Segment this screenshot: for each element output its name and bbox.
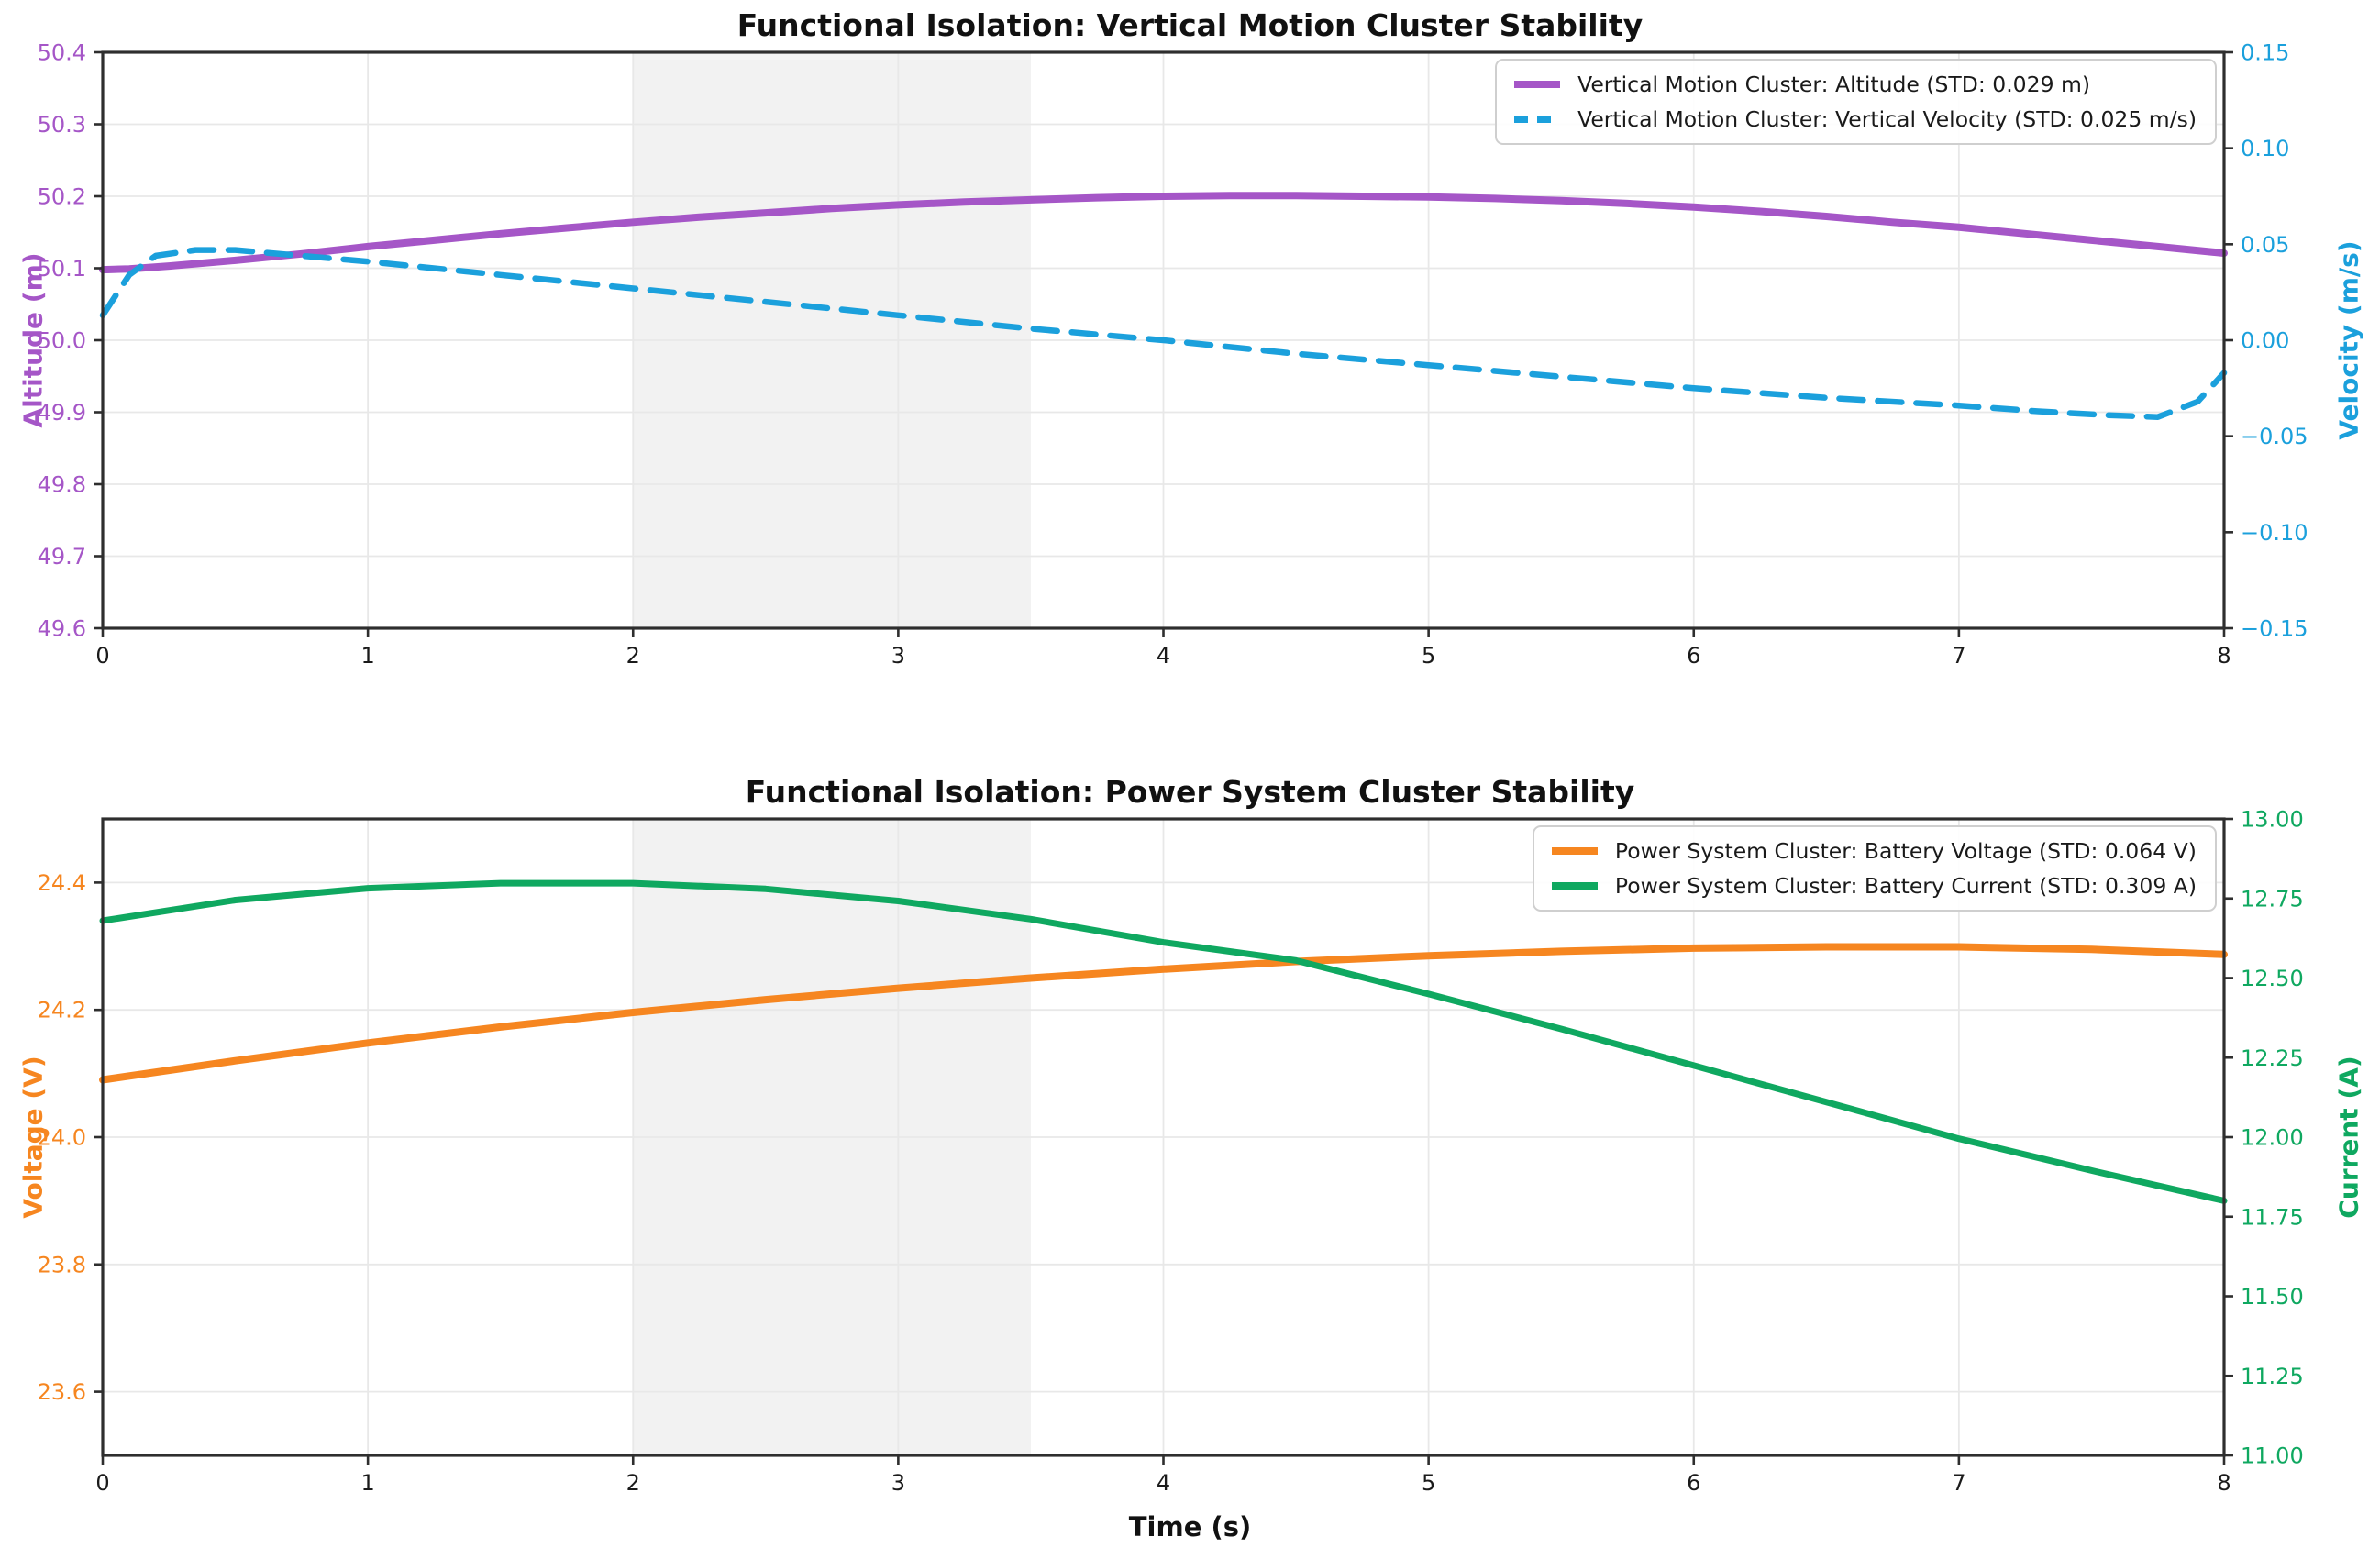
svg-text:0: 0 xyxy=(95,1470,109,1496)
svg-text:13.00: 13.00 xyxy=(2241,807,2304,833)
legend-label: Power System Cluster: Battery Current (S… xyxy=(1614,873,2197,899)
svg-text:23.8: 23.8 xyxy=(38,1252,86,1277)
svg-text:1: 1 xyxy=(360,643,374,669)
svg-text:50.4: 50.4 xyxy=(38,40,86,66)
legend-item: Power System Cluster: Battery Current (S… xyxy=(1549,873,2197,899)
svg-text:23.6: 23.6 xyxy=(38,1379,86,1405)
svg-text:1: 1 xyxy=(360,1470,374,1496)
svg-text:5: 5 xyxy=(1422,643,1435,669)
svg-text:0.15: 0.15 xyxy=(2241,40,2289,66)
svg-text:24.4: 24.4 xyxy=(38,870,86,896)
svg-text:50.1: 50.1 xyxy=(38,256,86,282)
top-left-axis-label: Altitude (m) xyxy=(17,252,49,428)
svg-text:24.0: 24.0 xyxy=(38,1125,86,1151)
legend-label: Vertical Motion Cluster: Vertical Veloci… xyxy=(1577,106,2197,132)
svg-text:50.0: 50.0 xyxy=(38,328,86,354)
svg-text:49.8: 49.8 xyxy=(38,472,86,498)
legend-item: Vertical Motion Cluster: Altitude (STD: … xyxy=(1511,72,2197,97)
svg-text:24.2: 24.2 xyxy=(38,998,86,1023)
voltage-line-sample xyxy=(1549,846,1600,857)
top-chart-title: Functional Isolation: Vertical Motion Cl… xyxy=(736,7,1644,43)
svg-text:11.50: 11.50 xyxy=(2241,1284,2304,1310)
svg-text:−0.05: −0.05 xyxy=(2241,424,2308,449)
svg-text:3: 3 xyxy=(891,1470,905,1496)
bottom-chart-title: Functional Isolation: Power System Clust… xyxy=(745,774,1635,810)
svg-text:7: 7 xyxy=(1952,643,1965,669)
svg-text:−0.10: −0.10 xyxy=(2241,520,2308,546)
svg-text:0.10: 0.10 xyxy=(2241,136,2289,161)
altitude-line-sample xyxy=(1511,79,1563,90)
top-chart-legend: Vertical Motion Cluster: Altitude (STD: … xyxy=(1495,59,2217,145)
svg-text:2: 2 xyxy=(626,643,640,669)
svg-text:49.9: 49.9 xyxy=(38,400,86,426)
svg-text:2: 2 xyxy=(626,1470,640,1496)
velocity-line-sample xyxy=(1511,114,1563,125)
svg-text:8: 8 xyxy=(2217,1470,2231,1496)
svg-text:8: 8 xyxy=(2217,643,2231,669)
svg-text:6: 6 xyxy=(1687,1470,1700,1496)
svg-text:12.75: 12.75 xyxy=(2241,886,2304,912)
svg-text:3: 3 xyxy=(891,643,905,669)
svg-text:11.75: 11.75 xyxy=(2241,1204,2304,1230)
legend-label: Power System Cluster: Battery Voltage (S… xyxy=(1614,838,2197,864)
svg-text:5: 5 xyxy=(1422,1470,1435,1496)
svg-text:0.00: 0.00 xyxy=(2241,328,2289,354)
svg-text:50.2: 50.2 xyxy=(38,184,86,210)
svg-text:12.25: 12.25 xyxy=(2241,1045,2304,1071)
legend-item: Vertical Motion Cluster: Vertical Veloci… xyxy=(1511,106,2197,132)
svg-text:12.50: 12.50 xyxy=(2241,966,2304,991)
legend-item: Power System Cluster: Battery Voltage (S… xyxy=(1549,838,2197,864)
bottom-chart-legend: Power System Cluster: Battery Voltage (S… xyxy=(1532,825,2217,912)
svg-text:4: 4 xyxy=(1157,643,1170,669)
svg-text:12.00: 12.00 xyxy=(2241,1125,2304,1151)
svg-text:6: 6 xyxy=(1687,643,1700,669)
bottom-left-axis-label: Voltage (V) xyxy=(17,1056,49,1219)
bottom-right-axis-label: Current (A) xyxy=(2333,1056,2364,1219)
svg-text:11.00: 11.00 xyxy=(2241,1443,2304,1469)
svg-text:11.25: 11.25 xyxy=(2241,1364,2304,1389)
current-line-sample xyxy=(1549,880,1600,891)
x-axis-label: Time (s) xyxy=(1128,1511,1252,1542)
svg-text:49.6: 49.6 xyxy=(38,616,86,642)
svg-text:−0.15: −0.15 xyxy=(2241,616,2308,642)
svg-text:49.7: 49.7 xyxy=(38,544,86,569)
svg-text:7: 7 xyxy=(1952,1470,1965,1496)
svg-text:4: 4 xyxy=(1157,1470,1170,1496)
top-right-axis-label: Velocity (m/s) xyxy=(2333,240,2364,440)
svg-text:0.05: 0.05 xyxy=(2241,232,2289,258)
svg-text:50.3: 50.3 xyxy=(38,112,86,138)
svg-text:0: 0 xyxy=(95,643,109,669)
legend-label: Vertical Motion Cluster: Altitude (STD: … xyxy=(1577,72,2091,97)
